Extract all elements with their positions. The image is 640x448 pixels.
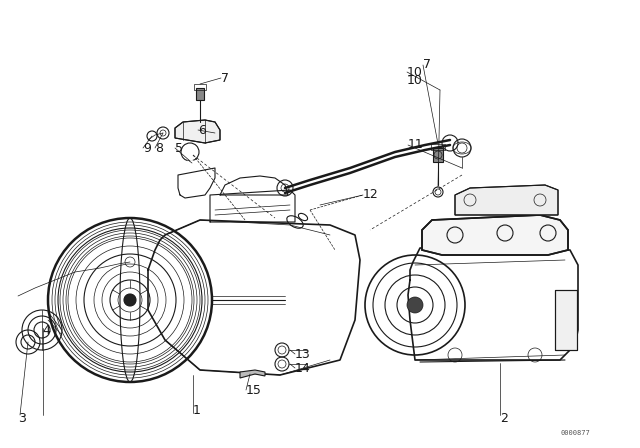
Text: 2: 2 bbox=[500, 412, 508, 425]
Text: 12: 12 bbox=[363, 189, 379, 202]
Polygon shape bbox=[455, 185, 558, 215]
Polygon shape bbox=[422, 215, 568, 255]
Text: 3: 3 bbox=[18, 412, 26, 425]
Circle shape bbox=[124, 294, 136, 306]
Text: 4: 4 bbox=[42, 323, 50, 336]
Text: 14: 14 bbox=[295, 362, 311, 375]
Polygon shape bbox=[240, 370, 265, 378]
Circle shape bbox=[407, 297, 423, 313]
Text: 5: 5 bbox=[175, 142, 183, 155]
Bar bbox=[433, 148, 443, 162]
Text: 11: 11 bbox=[408, 138, 424, 151]
Text: 15: 15 bbox=[246, 383, 262, 396]
Text: 8: 8 bbox=[155, 142, 163, 155]
Bar bbox=[555, 290, 577, 350]
Text: 7: 7 bbox=[221, 72, 229, 85]
Text: 0000877: 0000877 bbox=[560, 430, 590, 436]
Text: 9: 9 bbox=[143, 142, 151, 155]
Bar bbox=[431, 144, 445, 150]
Text: 6: 6 bbox=[198, 124, 206, 137]
Text: 10: 10 bbox=[407, 65, 423, 78]
Text: 1: 1 bbox=[193, 404, 201, 417]
Text: 13: 13 bbox=[295, 348, 311, 361]
Text: 10: 10 bbox=[407, 73, 423, 86]
Bar bbox=[194, 84, 206, 90]
Bar bbox=[196, 88, 204, 100]
Polygon shape bbox=[175, 120, 220, 143]
Bar bbox=[555, 290, 577, 350]
Text: 7: 7 bbox=[423, 59, 431, 72]
